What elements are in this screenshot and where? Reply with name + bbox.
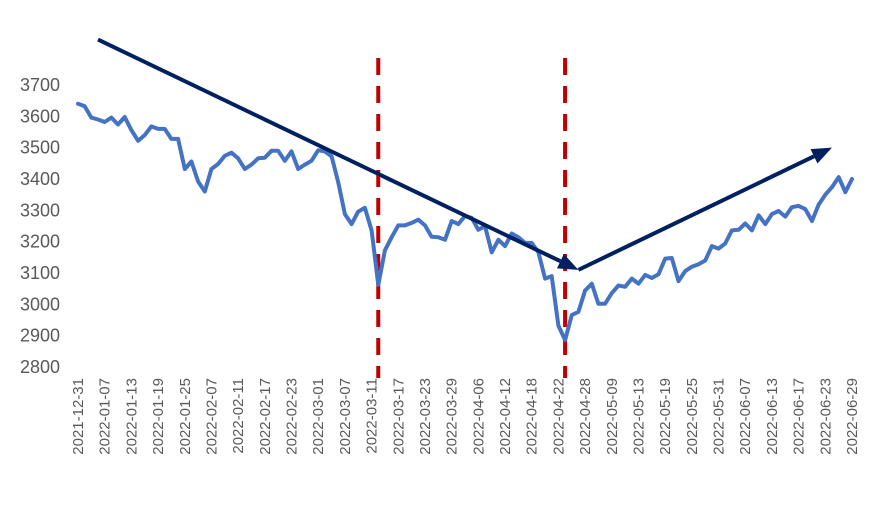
x-tick-label: 2022-05-31: [711, 378, 728, 455]
x-tick-label: 2022-03-23: [417, 378, 434, 455]
x-tick-label: 2022-05-25: [684, 378, 701, 455]
reference-lines: [376, 58, 568, 378]
x-tick-label: 2022-01-25: [177, 378, 194, 455]
x-tick-label: 2022-06-13: [764, 378, 781, 455]
series-line: [76, 101, 854, 343]
x-tick-label: 2021-12-31: [70, 378, 87, 455]
y-tick-label: 3300: [20, 200, 60, 220]
y-tick-label: 3100: [20, 263, 60, 283]
x-axis-ticks: 2021-12-31 2022-01-07 2022-01-13 2022-01-19…: [70, 378, 861, 455]
y-tick-label: 3000: [20, 294, 60, 314]
y-tick-label: 2800: [20, 357, 60, 377]
y-tick-label: 3600: [20, 106, 60, 126]
x-tick-label: 2022-06-07: [737, 378, 754, 455]
x-tick-label: 2022-04-22: [550, 378, 567, 455]
x-tick-label: 2022-04-28: [577, 378, 594, 455]
x-tick-label: 2022-01-07: [97, 378, 114, 455]
x-tick-label: 2022-02-17: [257, 378, 274, 455]
y-tick-label: 3200: [20, 232, 60, 252]
x-tick-label: 2022-06-29: [844, 378, 861, 455]
x-tick-label: 2022-01-19: [150, 378, 167, 455]
x-tick-label: 2022-02-07: [203, 378, 220, 455]
trend-arrows: [97, 37, 832, 272]
x-tick-label: 2022-04-06: [470, 378, 487, 455]
y-axis-ticks: 2800 2900 3000 3100 3200 3300 3400 3500 3600 3700: [20, 75, 60, 377]
x-tick-label: 2022-05-13: [630, 378, 647, 455]
trend-arrow-shaft: [97, 37, 562, 264]
x-tick-label: 2022-03-01: [310, 378, 327, 455]
x-tick-label: 2022-04-18: [524, 378, 541, 455]
x-tick-label: 2022-03-07: [337, 378, 354, 455]
x-tick-label: 2022-03-17: [390, 378, 407, 455]
x-tick-label: 2022-05-09: [604, 378, 621, 455]
trend-arrow-shaft: [577, 154, 815, 272]
y-tick-label: 3500: [20, 138, 60, 158]
x-tick-label: 2022-06-17: [791, 378, 808, 455]
y-tick-label: 2900: [20, 326, 60, 346]
x-tick-label: 2022-04-12: [497, 378, 514, 455]
x-tick-label: 2022-03-11: [364, 378, 381, 454]
x-tick-label: 2022-03-29: [444, 378, 461, 455]
trend-arrow-head: [556, 254, 579, 270]
y-tick-label: 3700: [20, 75, 60, 95]
x-tick-label: 2022-06-23: [817, 378, 834, 455]
x-tick-label: 2022-05-19: [657, 378, 674, 455]
x-tick-label: 2022-02-23: [284, 378, 301, 455]
x-tick-label: 2022-01-13: [123, 378, 140, 455]
trend-arrow-head: [810, 147, 832, 164]
y-tick-label: 3400: [20, 169, 60, 189]
x-tick-label: 2022-02-11: [230, 378, 247, 454]
